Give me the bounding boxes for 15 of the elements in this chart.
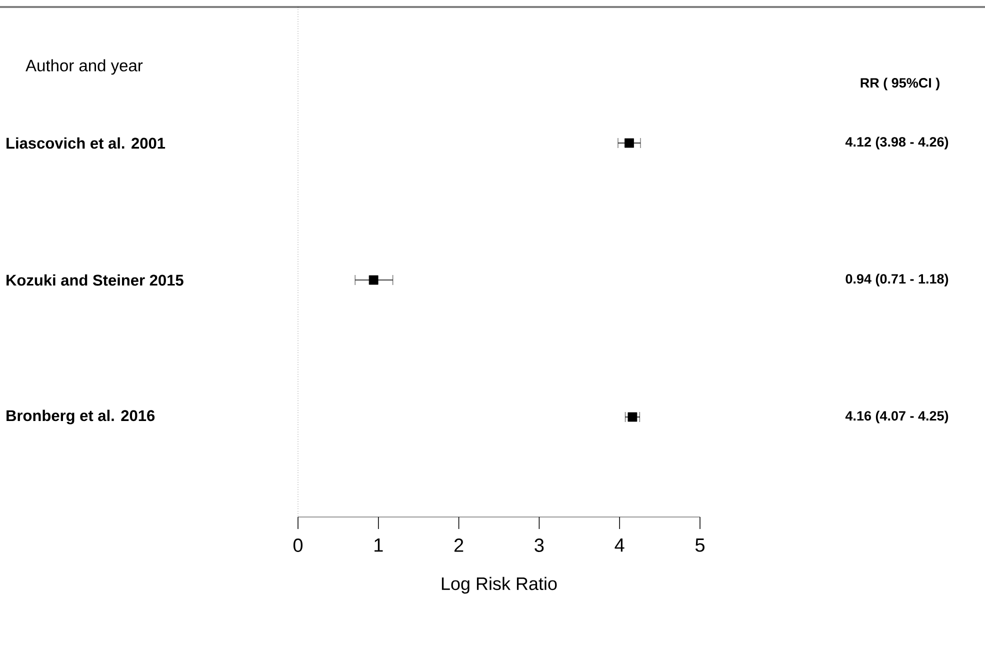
y-tick-label: Kozuki and Steiner 2015: [6, 274, 184, 286]
x-tick-label: 1: [374, 538, 383, 552]
text: Author and year: [26, 59, 143, 75]
x-tick-label: 5: [695, 538, 704, 552]
x-tick-label: 3: [534, 538, 544, 552]
y-tick-label: Bronberg et al. 2016: [6, 410, 155, 424]
text: RR ( 95%CI ): [860, 78, 940, 90]
x-tick-label: 2: [454, 538, 464, 552]
data-label: 4.16 (4.07 - 4.25): [845, 410, 948, 424]
x-tick-label: 0: [293, 538, 303, 552]
x-axis-title: Log Risk Ratio: [442, 576, 557, 594]
x-tick-label: 4: [614, 538, 624, 552]
data-label: 0.94 (0.71 - 1.18): [846, 274, 948, 286]
data-label: 4.12 (3.98 - 4.26): [845, 136, 948, 150]
y-tick-label: Liascovich et al. 2001: [6, 137, 166, 149]
